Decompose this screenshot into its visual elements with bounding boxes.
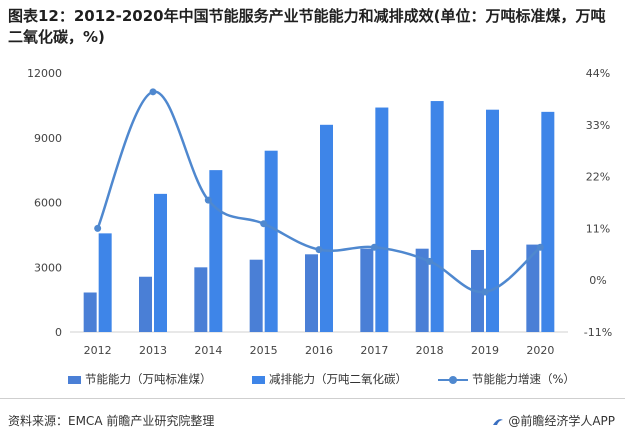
brand-logo-icon (493, 418, 504, 425)
footer-divider (0, 398, 625, 399)
right-tick-label: 22% (586, 171, 610, 184)
right-tick-label: 44% (586, 67, 610, 80)
growth-rate-point (149, 88, 157, 96)
x-tick-label: 2013 (139, 344, 167, 357)
bar-energy-saving (526, 244, 540, 332)
bar-emission-reduction (486, 109, 499, 332)
right-tick-label: 33% (586, 119, 610, 132)
bar-emission-reduction (430, 101, 444, 332)
brand-credit: @前瞻经济学人APP (492, 412, 615, 429)
source-note: 资料来源：EMCA 前瞻产业研究院整理 (8, 414, 215, 428)
x-tick-label: 2019 (471, 344, 499, 357)
bar-emission-reduction (154, 193, 167, 332)
growth-rate-point (260, 220, 268, 228)
x-tick-label: 2014 (194, 344, 222, 357)
right-tick-label: 11% (586, 222, 610, 235)
growth-rate-point (370, 243, 378, 251)
bar-energy-saving (194, 267, 208, 332)
bar-emission-reduction (209, 170, 223, 332)
left-tick-label: 0 (55, 326, 62, 339)
x-tick-label: 2018 (416, 344, 444, 357)
growth-rate-point (204, 196, 212, 204)
right-tick-label: -11% (584, 326, 612, 339)
legend-label-line: 节能能力增速（%） (472, 372, 575, 386)
left-tick-label: 9000 (34, 132, 62, 145)
x-tick-label: 2020 (526, 344, 554, 357)
bar-energy-saving (83, 292, 97, 332)
x-tick-label: 2012 (84, 344, 112, 357)
legend-item-bar1: 节能能力（万吨标准煤） (68, 369, 212, 389)
legend-label-bar2: 减排能力（万吨二氧化碳） (269, 372, 407, 386)
growth-rate-point (481, 288, 489, 296)
legend-swatch-line (438, 375, 468, 385)
legend-item-bar2: 减排能力（万吨二氧化碳） (252, 369, 407, 389)
left-tick-label: 12000 (27, 67, 62, 80)
legend-swatch-bar1 (68, 375, 81, 384)
right-tick-label: 0% (589, 274, 606, 287)
bar-emission-reduction (375, 107, 389, 333)
bar-energy-saving (139, 276, 152, 332)
bar-energy-saving (249, 259, 263, 332)
legend: 节能能力（万吨标准煤） 减排能力（万吨二氧化碳） 节能能力增速（%） (0, 369, 625, 389)
chart-title: 图表12：2012-2020年中国节能服务产业节能能力和减排成效(单位：万吨标准… (8, 7, 606, 46)
growth-rate-point (94, 224, 102, 232)
left-tick-label: 6000 (34, 197, 62, 210)
growth-rate-point (426, 257, 434, 265)
growth-rate-point (536, 243, 544, 251)
x-tick-label: 2015 (250, 344, 278, 357)
growth-rate-point (315, 246, 323, 254)
bar-energy-saving (305, 254, 318, 332)
legend-label-bar1: 节能能力（万吨标准煤） (85, 372, 212, 386)
bar-emission-reduction (320, 124, 333, 332)
bar-energy-saving (415, 248, 429, 332)
bar-emission-reduction (541, 111, 555, 332)
bar-emission-reduction (98, 233, 112, 332)
legend-swatch-bar2 (252, 375, 265, 384)
bar-emission-reduction (264, 150, 278, 332)
x-tick-label: 2017 (360, 344, 388, 357)
legend-item-line: 节能能力增速（%） (438, 369, 575, 389)
bar-energy-saving (360, 248, 374, 332)
left-tick-label: 3000 (34, 261, 62, 274)
x-tick-label: 2016 (305, 344, 333, 357)
brand-label: @前瞻经济学人APP (508, 414, 615, 428)
